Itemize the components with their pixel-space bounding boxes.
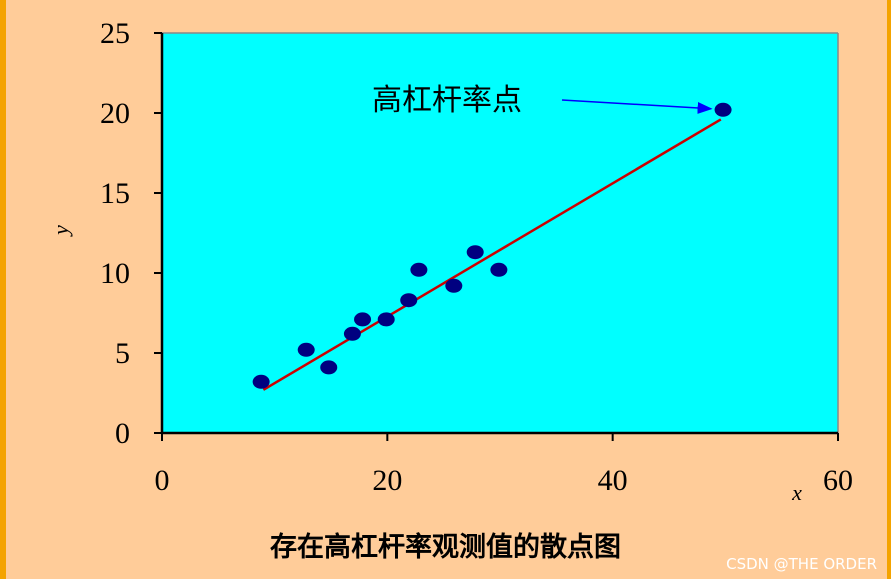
data-point [466, 245, 484, 260]
data-point [400, 293, 418, 308]
annotation-label: 高杠杆率点 [372, 83, 522, 118]
y-tick-label: 25 [100, 17, 130, 50]
y-tick-label: 0 [115, 417, 130, 450]
data-point [445, 278, 463, 293]
data-point [377, 312, 395, 327]
x-tick-label: 20 [372, 464, 402, 497]
x-tick-label: 0 [155, 464, 170, 497]
data-point [320, 360, 338, 375]
y-tick-label: 5 [115, 337, 130, 370]
y-tick-label: 10 [100, 257, 130, 290]
data-point [297, 342, 315, 357]
y-axis-label: y [48, 225, 73, 237]
chart-caption: 存在高杠杆率观测值的散点图 [270, 532, 621, 563]
data-point [410, 262, 428, 277]
data-point [714, 102, 732, 117]
regression-line [262, 118, 722, 391]
x-tick-label: 40 [598, 464, 628, 497]
data-point [343, 326, 361, 341]
y-tick-label: 20 [100, 97, 130, 130]
watermark: CSDN @THE ORDER [726, 555, 877, 573]
data-point [252, 374, 270, 389]
y-tick-label: 15 [100, 177, 130, 210]
data-point [490, 262, 508, 277]
x-tick-label: 60 [823, 464, 853, 497]
data-point [354, 312, 372, 327]
x-axis-label: x [791, 480, 802, 505]
plot-area [162, 33, 838, 433]
annotation-arrow [561, 99, 713, 114]
